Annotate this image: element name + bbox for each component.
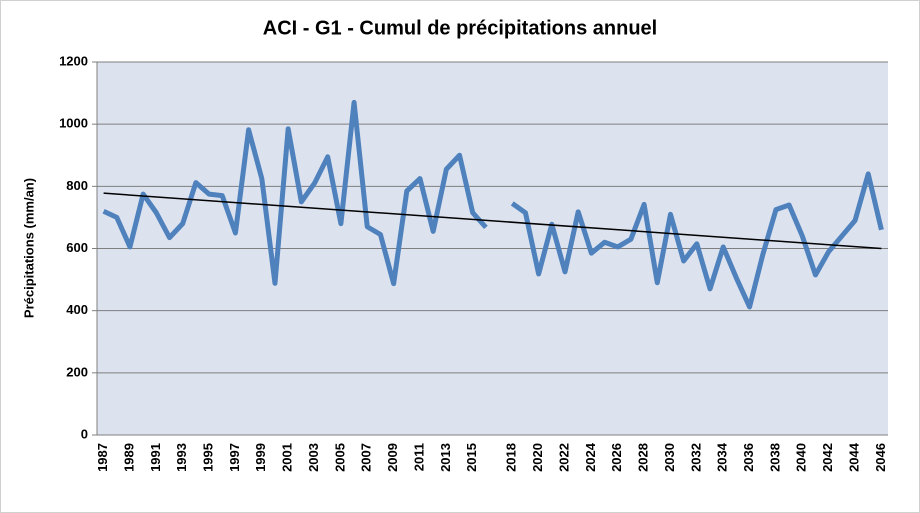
y-tick-label: 800 [66, 178, 88, 193]
x-tick-label: 2009 [385, 443, 400, 472]
x-tick-label: 2042 [820, 443, 835, 472]
trend-line [103, 192, 882, 250]
x-tick-label: 2024 [583, 442, 598, 472]
y-tick-label: 0 [81, 426, 88, 441]
x-tick-label: 2026 [609, 443, 624, 472]
x-tick-label: 2011 [411, 443, 426, 471]
x-tick-label: 2015 [464, 443, 479, 472]
y-tick-label: 600 [66, 240, 88, 255]
x-tick-label: 2007 [359, 443, 374, 472]
x-tick-label: 2028 [636, 443, 651, 472]
x-tick-label: 2020 [530, 443, 545, 472]
x-tick-label: 2013 [438, 443, 453, 472]
x-tick-label: 1993 [174, 443, 189, 472]
x-tick-label: 1997 [227, 443, 242, 472]
x-tick-label: 1991 [148, 443, 163, 472]
x-tick-label: 2046 [873, 443, 888, 472]
x-tick-label: 2038 [767, 443, 782, 472]
x-tick-label: 1989 [121, 443, 136, 472]
x-tick-label: 2005 [332, 443, 347, 472]
x-tick-label: 2003 [306, 443, 321, 472]
x-tick-label: 2036 [741, 443, 756, 472]
x-tick-label: 1987 [95, 443, 110, 472]
x-tick-label: 2040 [794, 443, 809, 472]
x-tick-label: 2001 [280, 443, 295, 472]
x-tick-label: 1995 [200, 443, 215, 472]
y-tick-label: 200 [66, 364, 88, 379]
x-tick-label: 2032 [688, 443, 703, 472]
y-tick-label: 1200 [59, 53, 88, 68]
x-tick-label: 1999 [253, 443, 268, 472]
x-tick-label: 2044 [846, 442, 861, 472]
x-tick-label: 2018 [504, 443, 519, 472]
y-axis-label: Précipitations (mm/an) [21, 178, 36, 318]
x-tick-label: 2022 [556, 443, 571, 472]
x-tick-label: 2030 [662, 443, 677, 472]
data-line [102, 99, 884, 310]
x-tick-label: 2034 [715, 442, 730, 472]
y-tick-label: 400 [66, 302, 88, 317]
chart-title: ACI - G1 - Cumul de précipitations annue… [263, 17, 657, 39]
y-tick-label: 1000 [59, 116, 88, 131]
